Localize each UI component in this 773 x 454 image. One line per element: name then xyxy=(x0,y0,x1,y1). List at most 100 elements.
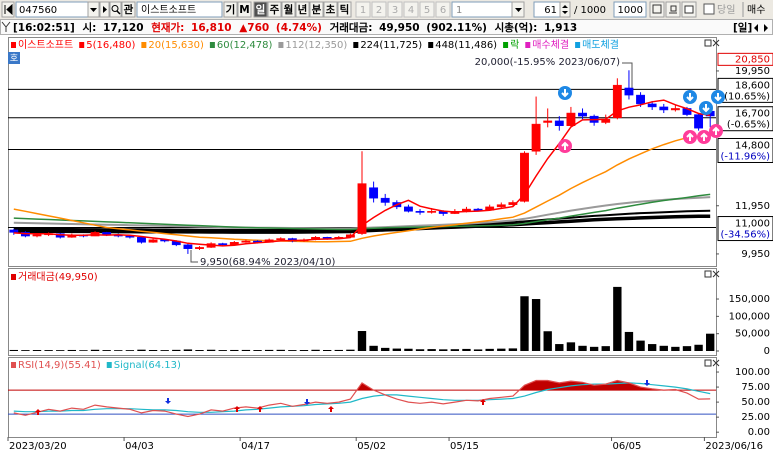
count-spinner[interactable] xyxy=(559,1,571,18)
button-label: 2 xyxy=(376,5,382,16)
candle-body xyxy=(578,112,587,117)
signal-arrow xyxy=(700,132,708,141)
candle-body xyxy=(183,244,193,249)
volume-bar xyxy=(334,349,343,351)
max: 1000 xyxy=(618,5,643,16)
period-button[interactable] xyxy=(295,1,310,18)
annotation-leader xyxy=(190,250,198,263)
x-tick-label: 06/05 xyxy=(613,441,642,452)
y-tick-label: 75.00 xyxy=(741,382,770,393)
annotation-leader xyxy=(622,62,633,88)
today-checkbox[interactable] xyxy=(703,3,715,15)
volume-bar xyxy=(555,344,564,351)
candle-body xyxy=(241,240,251,243)
y-tick-label: 50.00 xyxy=(741,397,770,408)
volume-bar xyxy=(497,348,506,351)
chart-button[interactable] xyxy=(8,52,20,64)
tool-button[interactable] xyxy=(665,1,681,18)
button-label: 6 xyxy=(440,5,446,16)
period-button[interactable] xyxy=(281,1,296,18)
mode-button[interactable] xyxy=(237,1,252,18)
number-button[interactable] xyxy=(419,1,435,18)
scroll-arrows[interactable] xyxy=(754,24,768,32)
volume-bar xyxy=(508,348,518,351)
period-button[interactable] xyxy=(253,1,268,18)
panel-icon[interactable] xyxy=(712,39,720,47)
panel-icon[interactable] xyxy=(704,270,712,278)
candle-body xyxy=(508,202,518,205)
candle-body xyxy=(566,112,576,126)
volume-bar xyxy=(276,349,285,351)
price-level-box xyxy=(717,106,773,132)
volume-bar xyxy=(67,349,77,351)
volume-bar xyxy=(369,345,378,351)
tool-button[interactable] xyxy=(649,1,665,18)
volume-bar xyxy=(311,349,320,351)
period-button[interactable] xyxy=(337,1,352,18)
panel-icon[interactable] xyxy=(704,359,712,367)
volume-bar xyxy=(647,344,657,351)
search-button[interactable] xyxy=(109,1,122,18)
y-tick-label: 0 xyxy=(764,346,770,357)
candle-body xyxy=(543,120,553,123)
volume-bar xyxy=(183,349,193,351)
info-icon xyxy=(1,21,11,32)
legend-label: 60(12,478) xyxy=(217,40,273,51)
period-button[interactable] xyxy=(309,1,324,18)
number-button[interactable] xyxy=(403,1,419,18)
period-button[interactable] xyxy=(267,1,282,18)
volume-bar xyxy=(299,350,309,351)
number-button[interactable] xyxy=(387,1,403,18)
legend-label: 112(12,350) xyxy=(285,40,347,51)
search-type-button[interactable] xyxy=(121,1,136,18)
candle-body xyxy=(694,114,704,129)
legend-label: 매수체결 xyxy=(532,39,569,51)
volume-bar xyxy=(659,345,668,351)
volume-bar xyxy=(381,347,390,351)
legend-label: 448(11,486) xyxy=(435,40,497,51)
candle-body xyxy=(357,183,367,234)
button-label: 4 xyxy=(408,5,414,16)
panel-icon[interactable] xyxy=(704,39,712,47)
candle-body xyxy=(369,187,379,199)
cap: 1,913 xyxy=(544,22,577,34)
volume-bar xyxy=(682,346,692,351)
button-label: 3 xyxy=(392,5,398,16)
number-button[interactable] xyxy=(355,1,371,18)
panel-icon[interactable] xyxy=(712,270,720,278)
open: 17,120 xyxy=(103,22,144,34)
signal-arrow xyxy=(686,93,694,102)
volume-bar xyxy=(415,349,425,351)
buy-arrow xyxy=(257,406,263,412)
number-button[interactable] xyxy=(371,1,387,18)
volume-bar xyxy=(578,345,587,351)
rsi-overbought-fill xyxy=(356,380,678,391)
volume-bar xyxy=(56,350,65,351)
price-level-change: (-0.65%) xyxy=(727,120,770,131)
price-level-change: (-11.96%) xyxy=(720,151,770,162)
signal-arrow xyxy=(714,93,722,102)
legend-swatch xyxy=(11,42,16,48)
price-level-label: 11,000 xyxy=(735,219,770,230)
button-label: 기 xyxy=(226,3,236,16)
max-input[interactable] xyxy=(613,1,647,18)
panel-icon[interactable] xyxy=(712,359,720,367)
mode-button[interactable] xyxy=(223,1,238,18)
upper-limit-box xyxy=(717,52,773,66)
buy-arrow xyxy=(480,399,486,405)
legend-label: 224(11,725) xyxy=(360,40,422,51)
candle-body xyxy=(276,238,286,241)
candle-body xyxy=(415,211,425,213)
volume-bar xyxy=(323,349,332,351)
price-level-label: 14,800 xyxy=(735,140,770,151)
button-label: 관 xyxy=(124,3,134,16)
volume-bar xyxy=(206,349,216,351)
volume-bar xyxy=(288,350,297,351)
period-button[interactable] xyxy=(323,1,338,18)
stock-name: 이스트소프트 xyxy=(141,4,196,16)
number-button[interactable] xyxy=(435,1,451,18)
volume-bar xyxy=(589,346,599,351)
candle-body xyxy=(137,237,146,243)
candle-body xyxy=(647,103,657,108)
volume-bar xyxy=(450,349,460,351)
